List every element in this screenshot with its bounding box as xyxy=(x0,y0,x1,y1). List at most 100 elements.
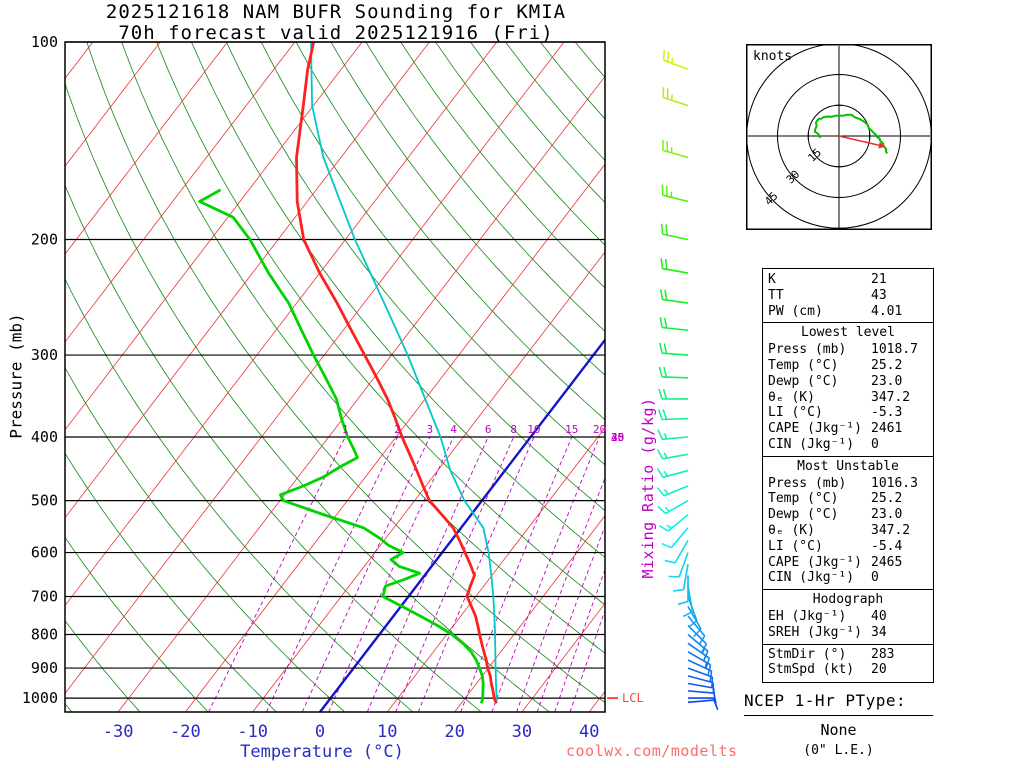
temp-tick-label: -20 xyxy=(170,722,201,742)
hodograph-trace xyxy=(813,113,889,155)
stat-value: -5.3 xyxy=(871,405,903,421)
stat-label: K xyxy=(768,272,776,287)
stat-label: CAPE (Jkg⁻¹) xyxy=(768,554,862,570)
pressure-tick-label: 300 xyxy=(31,346,58,364)
mixing-ratio-label: 35 xyxy=(611,431,624,444)
mixing-ratio-label: 25 xyxy=(611,431,624,444)
stat-row: θₑ (K) 347.2 xyxy=(763,390,933,406)
wind-barb xyxy=(657,429,689,441)
stat-label: θₑ (K) xyxy=(768,389,815,405)
stat-value: 25.2 xyxy=(871,491,903,507)
wind-barb xyxy=(657,409,689,421)
wind-barb xyxy=(658,388,689,400)
stat-row: CIN (Jkg⁻¹) 0 xyxy=(763,437,933,453)
stat-value: 347.2 xyxy=(871,389,911,405)
wind-barb xyxy=(687,659,713,682)
pressure-tick-label: 100 xyxy=(31,33,58,51)
mixing-ratio-lines xyxy=(208,436,605,712)
mixing-ratio-label: 6 xyxy=(485,423,492,436)
stat-label: LI (°C) xyxy=(768,538,823,554)
storm-motion-arrow xyxy=(838,135,886,149)
stat-value: -5.4 xyxy=(871,538,903,554)
mixing-ratio-axis-label: Mixing Ratio (g/kg) xyxy=(639,397,657,579)
mixing-ratio-label: 2 xyxy=(394,423,401,436)
plot-frame xyxy=(64,41,606,713)
wind-barb xyxy=(658,366,689,379)
stat-value: 0 xyxy=(871,570,879,586)
stat-row: TT 43 xyxy=(763,288,933,304)
wind-barb xyxy=(659,317,689,332)
mixing-ratio-label: 4 xyxy=(450,423,457,436)
stat-value: 283 xyxy=(871,646,895,662)
stat-label: Press (mb) xyxy=(768,475,847,491)
chart-title-line1: 2025121618 NAM BUFR Sounding for KMIA xyxy=(105,1,567,23)
dewpoint-curve xyxy=(198,188,485,704)
pressure-tick-label: 800 xyxy=(31,626,58,644)
stats-section-title: Hodograph xyxy=(763,589,933,609)
hodograph-units-label: knots xyxy=(753,49,793,64)
stat-row: Press (mb) 1016.3 xyxy=(763,476,933,492)
skewt-background xyxy=(65,42,605,712)
lcl-marker: LCL xyxy=(607,691,644,705)
stat-row: PW (cm) 4.01 xyxy=(763,304,933,320)
hodograph-rings xyxy=(747,45,931,229)
stat-value: 34 xyxy=(871,624,887,640)
temp-tick-label: -30 xyxy=(103,722,134,742)
wind-barb xyxy=(687,667,714,688)
stat-row: SREH (Jkg⁻¹) 34 xyxy=(763,625,933,641)
wind-barb xyxy=(687,675,715,694)
temp-tick-label: 0 xyxy=(315,722,325,742)
temp-tick-label: -10 xyxy=(237,722,268,742)
watermark: coolwx.com/modelts xyxy=(566,742,738,760)
stat-label: StmDir (°) xyxy=(768,646,847,662)
stat-value: 23.0 xyxy=(871,507,903,523)
parcel-path-curve xyxy=(310,42,498,704)
stat-row: EH (Jkg⁻¹) 40 xyxy=(763,609,933,625)
stats-section-divider xyxy=(763,643,933,647)
stat-label: StmSpd (kt) xyxy=(768,662,855,678)
temperature-curve xyxy=(295,42,498,704)
stat-label: CIN (Jkg⁻¹) xyxy=(768,570,855,586)
stat-label: PW (cm) xyxy=(768,303,823,319)
stat-value: 23.0 xyxy=(871,373,903,389)
pressure-tick-label: 700 xyxy=(31,587,58,605)
stats-section-title: Most Unstable xyxy=(763,455,933,476)
stat-value: 4.01 xyxy=(871,303,903,319)
stat-label: LI (°C) xyxy=(768,405,823,421)
wind-barb xyxy=(668,552,689,578)
wind-barb xyxy=(660,258,689,274)
mixing-ratio-label: 15 xyxy=(565,423,578,436)
stat-label: Dewp (°C) xyxy=(768,373,839,389)
stat-label: θₑ (K) xyxy=(768,522,815,538)
stat-value: 2465 xyxy=(871,554,903,570)
pressure-tick-label: 500 xyxy=(31,492,58,510)
stat-label: EH (Jkg⁻¹) xyxy=(768,608,847,624)
temp-tick-label: 10 xyxy=(377,722,397,742)
stat-row: CAPE (Jkg⁻¹) 2465 xyxy=(763,555,933,571)
mixing-ratio-label: 3 xyxy=(427,423,434,436)
stat-row: Dewp (°C) 23.0 xyxy=(763,374,933,390)
stat-value: 347.2 xyxy=(871,522,911,538)
mixing-ratio-label: 8 xyxy=(510,423,517,436)
wind-barb xyxy=(661,184,689,203)
stat-value: 20 xyxy=(871,662,887,678)
stat-label: CAPE (Jkg⁻¹) xyxy=(768,421,862,437)
temp-tick-labels: -30 -20 -10 0 10 20 30 40 xyxy=(103,722,600,742)
zero-isotherm-line xyxy=(319,337,605,712)
stat-value: 1018.7 xyxy=(871,342,918,358)
profile-curves xyxy=(198,42,498,704)
stat-label: Press (mb) xyxy=(768,342,847,358)
wind-barb xyxy=(659,342,689,356)
stat-label: TT xyxy=(768,287,784,303)
stat-label: CIN (Jkg⁻¹) xyxy=(768,436,855,452)
wind-barb xyxy=(658,513,689,532)
wind-barb xyxy=(657,499,689,515)
stat-value: 43 xyxy=(871,287,887,303)
stat-value: 21 xyxy=(871,272,887,287)
wind-barb xyxy=(660,223,689,241)
wind-barb-column xyxy=(656,49,719,711)
mixing-ratio-label: 1 xyxy=(342,423,349,436)
